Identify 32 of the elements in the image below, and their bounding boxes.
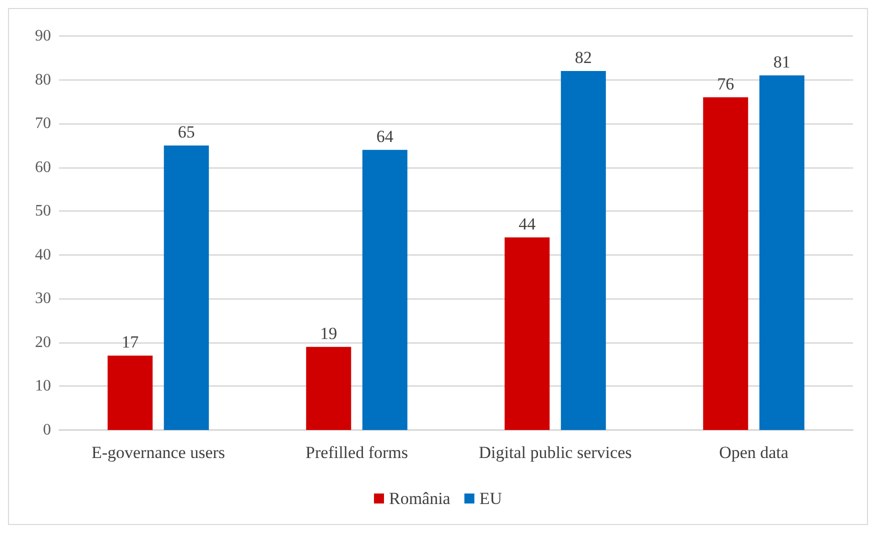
x-tick-label: Prefilled forms <box>306 443 408 462</box>
y-tick-label: 0 <box>43 422 51 438</box>
x-tick-label: E-governance users <box>91 443 226 462</box>
y-tick-label: 90 <box>35 28 51 44</box>
bar <box>108 356 153 430</box>
data-label: 81 <box>773 52 790 72</box>
x-tick-label: Open data <box>719 443 789 462</box>
bar <box>306 346 352 430</box>
bar <box>164 145 209 430</box>
data-label: 17 <box>122 332 140 352</box>
y-tick-label: 30 <box>35 290 51 308</box>
y-tick-label: 20 <box>35 334 51 351</box>
bar <box>504 237 550 430</box>
y-tick-label: 80 <box>35 71 51 88</box>
data-label: 65 <box>178 122 195 142</box>
bar <box>703 97 748 430</box>
legend-label: România <box>388 489 451 508</box>
data-label: 64 <box>376 126 394 146</box>
bar <box>560 71 606 430</box>
data-label: 44 <box>518 214 536 234</box>
y-tick-label: 10 <box>35 378 51 395</box>
data-label: 19 <box>320 324 338 343</box>
y-tick-label: 70 <box>35 115 51 132</box>
x-tick-label: Digital public services <box>478 443 632 462</box>
data-label: 76 <box>717 74 734 94</box>
y-tick-label: 50 <box>35 202 51 220</box>
bar <box>759 75 804 430</box>
data-label: 82 <box>574 48 592 68</box>
legend-label: EU <box>479 489 502 508</box>
bar <box>362 150 408 430</box>
y-tick-label: 60 <box>35 158 51 176</box>
y-tick-label: 40 <box>35 246 51 264</box>
